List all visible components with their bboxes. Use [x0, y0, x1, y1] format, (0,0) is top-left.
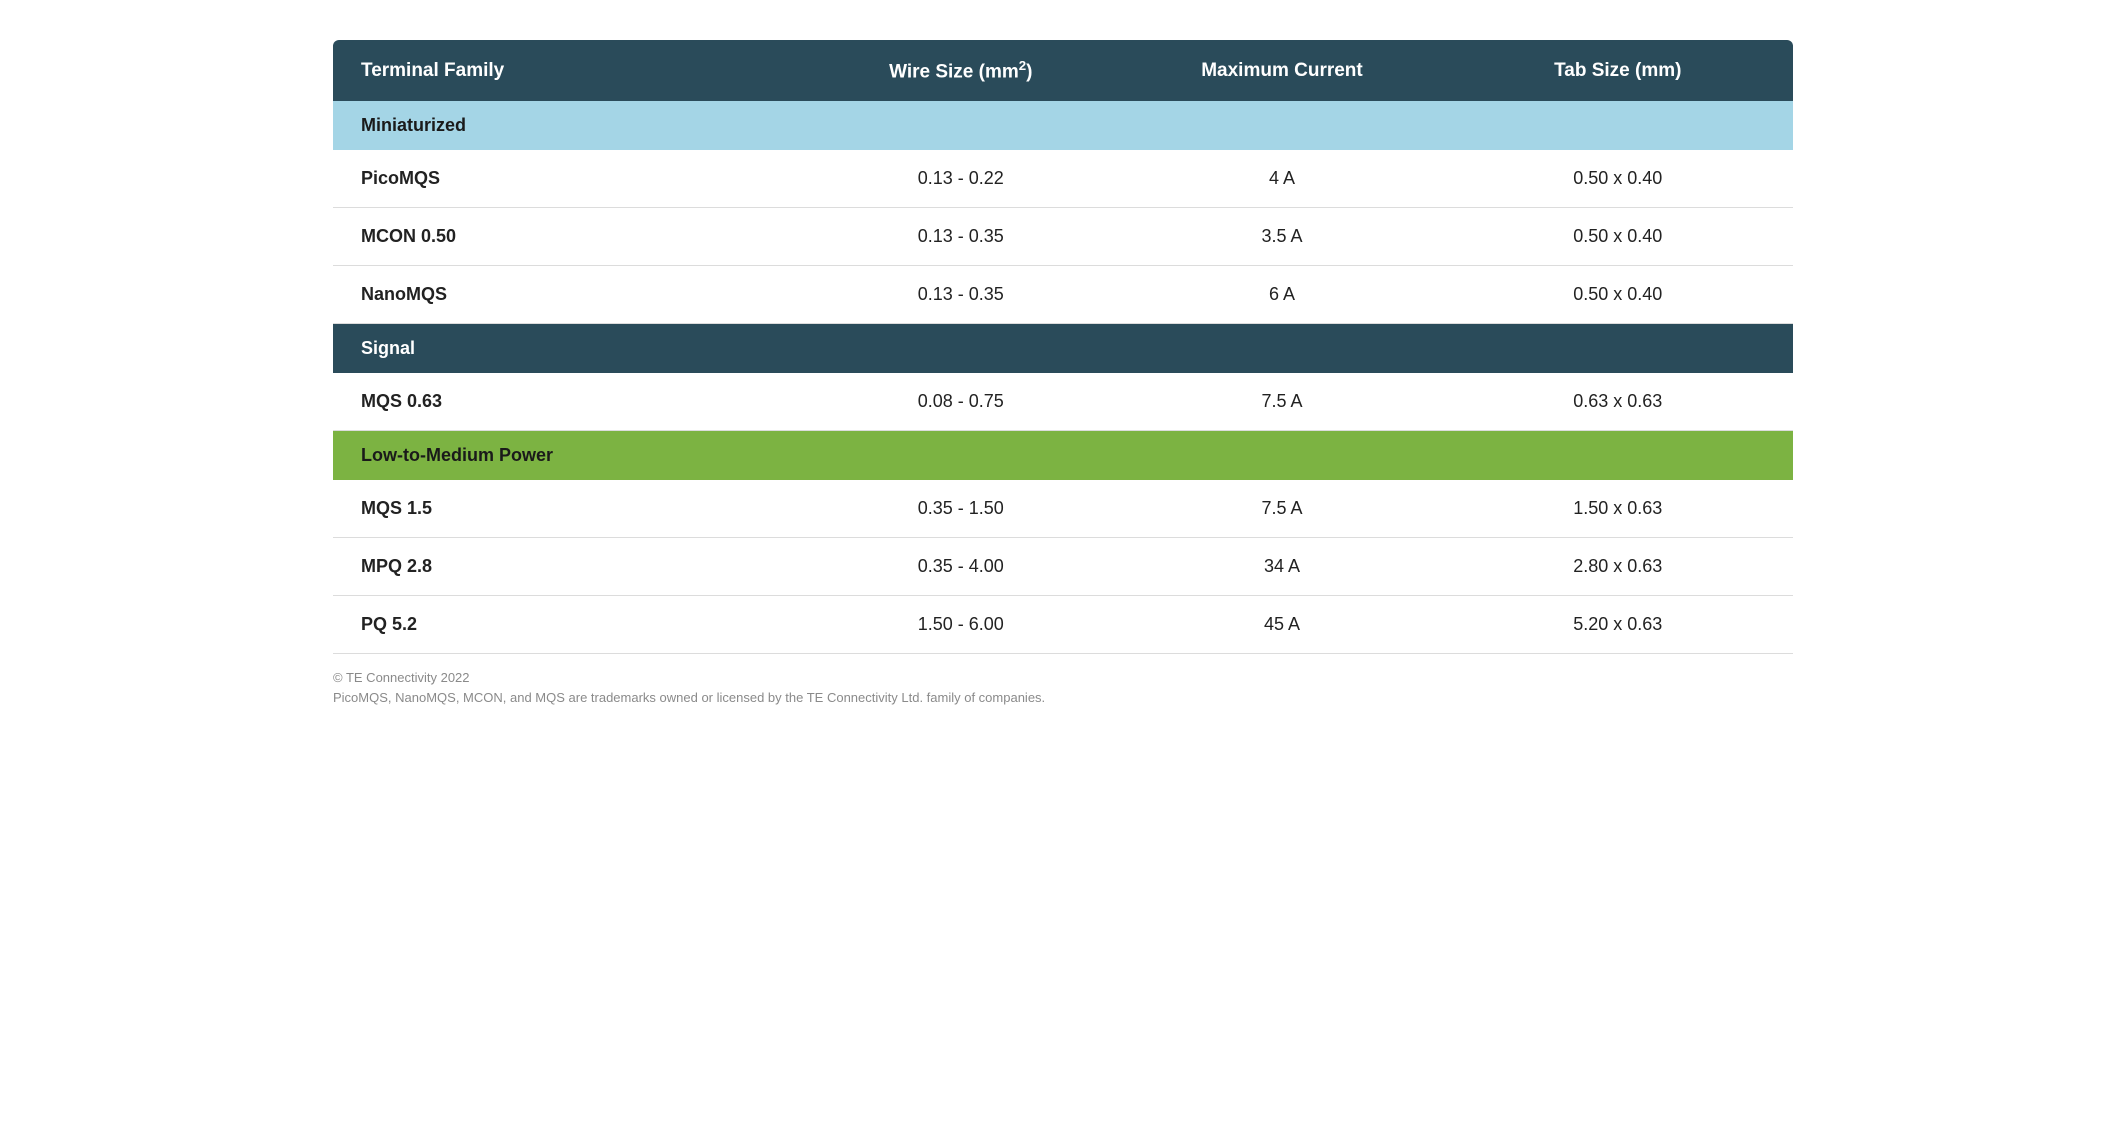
cell-wire: 0.08 - 0.75 — [800, 373, 1121, 431]
cell-family: NanoMQS — [333, 266, 800, 324]
table-row: MQS 1.50.35 - 1.507.5 A1.50 x 0.63 — [333, 480, 1793, 538]
cell-tab: 0.63 x 0.63 — [1443, 373, 1793, 431]
cell-tab: 0.50 x 0.40 — [1443, 150, 1793, 208]
column-header: Maximum Current — [1121, 40, 1442, 101]
cell-wire: 0.35 - 1.50 — [800, 480, 1121, 538]
table-row: MPQ 2.80.35 - 4.0034 A2.80 x 0.63 — [333, 538, 1793, 596]
section-header-row: Signal — [333, 324, 1793, 374]
cell-family: MPQ 2.8 — [333, 538, 800, 596]
table-header: Terminal FamilyWire Size (mm2)Maximum Cu… — [333, 40, 1793, 101]
cell-current: 45 A — [1121, 596, 1442, 654]
footer-notes: © TE Connectivity 2022 PicoMQS, NanoMQS,… — [333, 668, 1793, 707]
table-body: MiniaturizedPicoMQS0.13 - 0.224 A0.50 x … — [333, 101, 1793, 654]
cell-current: 7.5 A — [1121, 373, 1442, 431]
trademark-line: PicoMQS, NanoMQS, MCON, and MQS are trad… — [333, 688, 1793, 708]
cell-tab: 2.80 x 0.63 — [1443, 538, 1793, 596]
cell-current: 7.5 A — [1121, 480, 1442, 538]
cell-current: 34 A — [1121, 538, 1442, 596]
cell-wire: 0.13 - 0.35 — [800, 266, 1121, 324]
cell-wire: 0.13 - 0.22 — [800, 150, 1121, 208]
cell-tab: 5.20 x 0.63 — [1443, 596, 1793, 654]
section-header-row: Low-to-Medium Power — [333, 431, 1793, 481]
table-row: NanoMQS0.13 - 0.356 A0.50 x 0.40 — [333, 266, 1793, 324]
cell-tab: 0.50 x 0.40 — [1443, 208, 1793, 266]
cell-family: PQ 5.2 — [333, 596, 800, 654]
cell-tab: 0.50 x 0.40 — [1443, 266, 1793, 324]
section-title: Signal — [333, 324, 1793, 374]
cell-tab: 1.50 x 0.63 — [1443, 480, 1793, 538]
table-row: PicoMQS0.13 - 0.224 A0.50 x 0.40 — [333, 150, 1793, 208]
cell-family: PicoMQS — [333, 150, 800, 208]
column-header: Tab Size (mm) — [1443, 40, 1793, 101]
cell-wire: 1.50 - 6.00 — [800, 596, 1121, 654]
section-title: Low-to-Medium Power — [333, 431, 1793, 481]
header-label-pre: Wire Size (mm — [889, 61, 1019, 82]
terminal-family-table-container: Terminal FamilyWire Size (mm2)Maximum Cu… — [333, 40, 1793, 707]
cell-family: MCON 0.50 — [333, 208, 800, 266]
cell-family: MQS 0.63 — [333, 373, 800, 431]
column-header: Terminal Family — [333, 40, 800, 101]
terminal-family-table: Terminal FamilyWire Size (mm2)Maximum Cu… — [333, 40, 1793, 654]
cell-wire: 0.35 - 4.00 — [800, 538, 1121, 596]
header-label-post: ) — [1026, 61, 1032, 82]
table-row: MQS 0.630.08 - 0.757.5 A0.63 x 0.63 — [333, 373, 1793, 431]
cell-family: MQS 1.5 — [333, 480, 800, 538]
header-row: Terminal FamilyWire Size (mm2)Maximum Cu… — [333, 40, 1793, 101]
section-header-row: Miniaturized — [333, 101, 1793, 150]
section-title: Miniaturized — [333, 101, 1793, 150]
table-row: PQ 5.21.50 - 6.0045 A5.20 x 0.63 — [333, 596, 1793, 654]
cell-current: 3.5 A — [1121, 208, 1442, 266]
cell-current: 6 A — [1121, 266, 1442, 324]
cell-wire: 0.13 - 0.35 — [800, 208, 1121, 266]
copyright-line: © TE Connectivity 2022 — [333, 668, 1793, 688]
table-row: MCON 0.500.13 - 0.353.5 A0.50 x 0.40 — [333, 208, 1793, 266]
column-header: Wire Size (mm2) — [800, 40, 1121, 101]
cell-current: 4 A — [1121, 150, 1442, 208]
